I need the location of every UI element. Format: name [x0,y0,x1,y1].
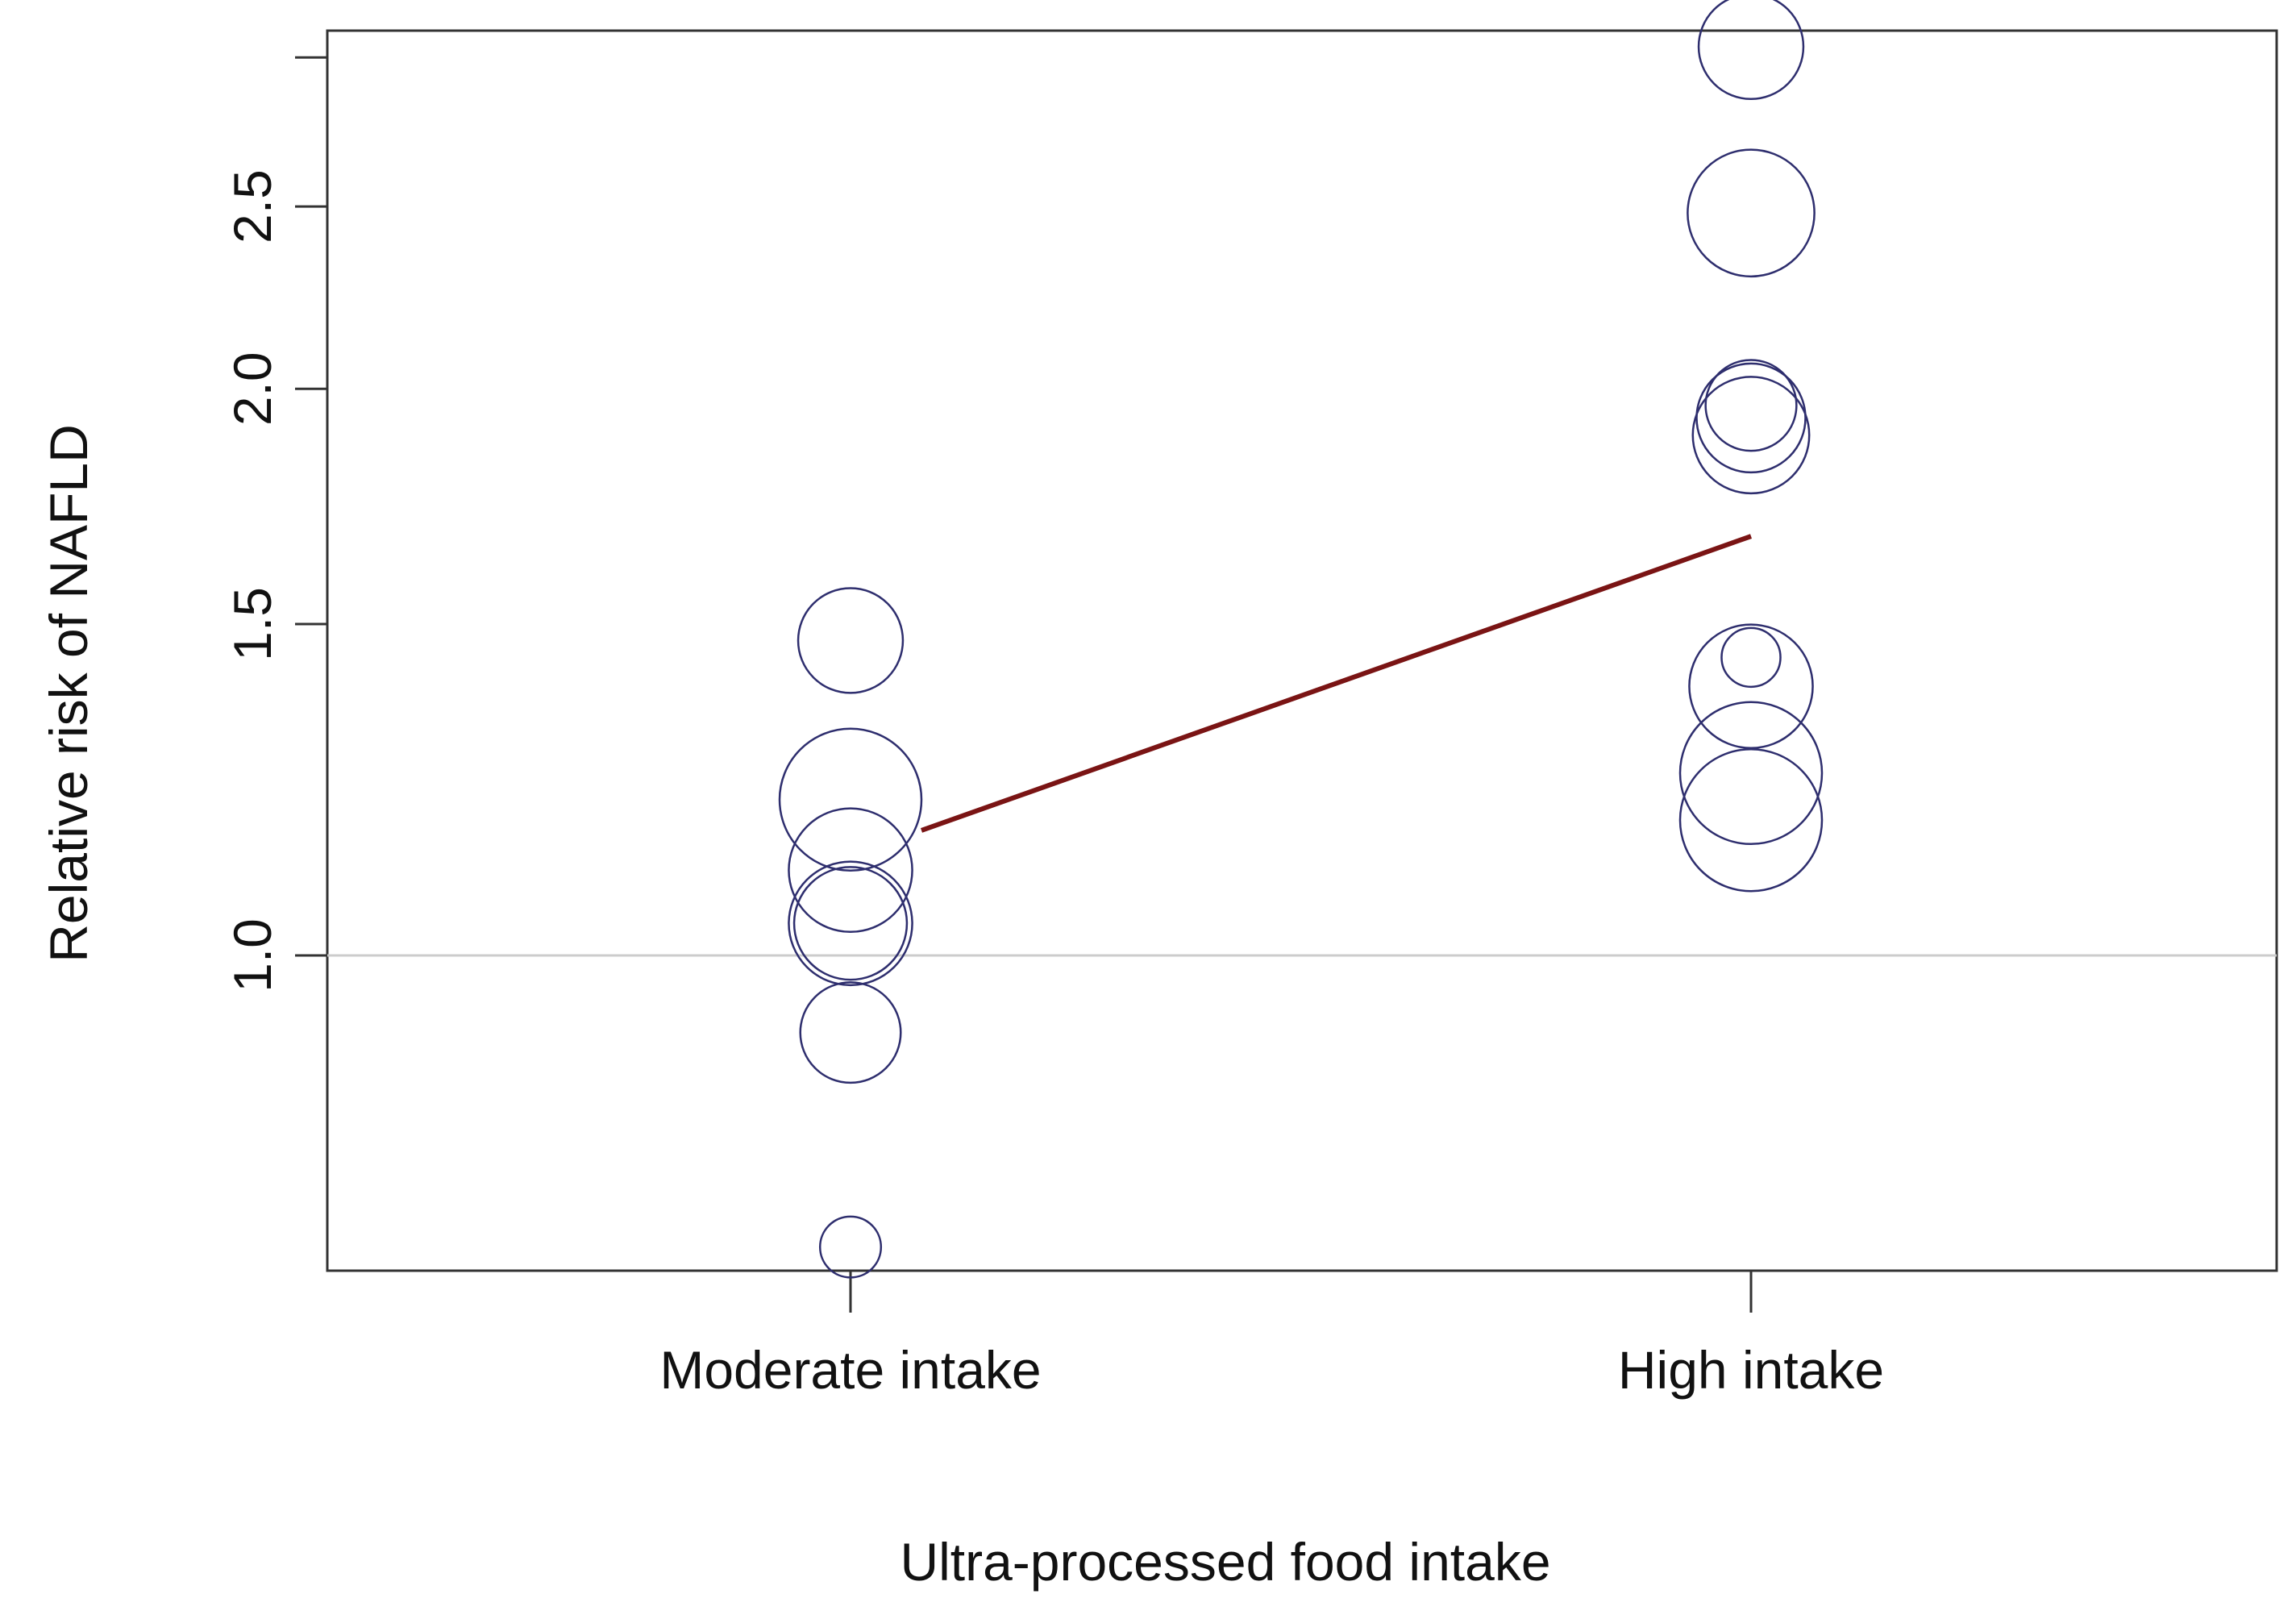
study-bubble [1678,747,1824,893]
y-tick-label: 1.0 [223,918,282,993]
x-axis-label: Ultra-processed food intake [900,1532,1550,1592]
study-bubble [778,727,923,872]
x-axis: Moderate intake High intake [659,1271,1884,1400]
regression-line [920,534,1753,833]
y-axis-label: Relative risk of NAFLD [39,424,98,963]
x-tick-label: Moderate intake [659,1340,1041,1400]
study-bubble [1720,626,1782,689]
y-tick-label: 2.5 [223,169,282,243]
study-bubble [792,866,909,981]
plot-frame [326,29,2278,1272]
y-tick-label: 1.5 [223,587,282,661]
study-bubble [788,807,913,934]
study-bubble [818,1215,883,1279]
study-bubble [1697,0,1805,101]
points-layer [778,0,1824,1279]
study-bubble [1691,376,1811,495]
study-bubble [1704,359,1798,452]
study-bubble [788,860,913,987]
study-bubble [1678,701,1824,846]
study-bubble [799,981,902,1084]
study-bubble [797,587,905,694]
x-tick-label: High intake [1618,1340,1884,1400]
y-tick-label: 2.0 [223,352,282,426]
study-bubble [1687,148,1816,278]
study-bubble [1688,623,1814,749]
study-bubble [1695,362,1807,474]
y-axis: 1.0 1.5 2.0 2.5 [223,56,327,993]
regression-line-layer [920,534,1753,833]
